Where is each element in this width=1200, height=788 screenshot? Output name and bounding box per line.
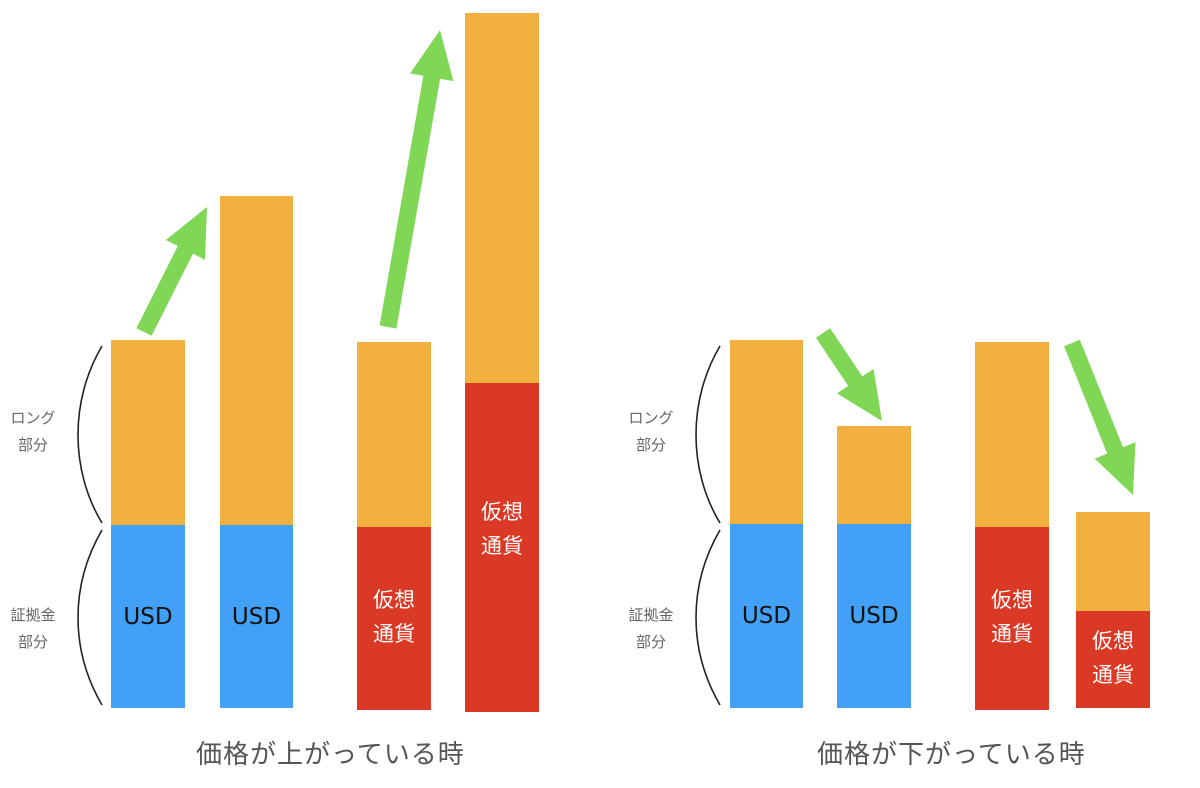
segment-label: USD [123,603,173,630]
margin-label-line2: 部分 [17,633,48,651]
crypto-margin-segment: 仮想 通貨 [357,527,431,710]
long-label-line1: ロング [10,409,56,427]
crypto-margin-segment: 仮想 通貨 [465,383,539,712]
segment-label: USD [741,603,792,629]
margin-part-label-right: 証拠金 部分 [621,602,681,656]
usd-margin-segment: USD [837,524,911,708]
long-part-label-right: ロング 部分 [621,405,681,459]
segment-label: 仮想 通貨 [481,500,523,558]
long-segment [357,342,431,527]
long-segment [975,342,1049,527]
long-segment [837,426,911,524]
usd-margin-segment: USD [730,524,803,708]
usd-margin-segment: USD [111,525,185,708]
arrow-down-icon [1064,339,1136,495]
long-label-line2: 部分 [635,436,666,454]
caption-price-down: 価格が下がっている時 [817,740,1086,770]
long-label-line2: 部分 [17,436,48,454]
long-segment [730,340,803,524]
margin-label-line1: 証拠金 [628,606,674,624]
long-segment [1076,512,1150,611]
margin-label-line2: 部分 [635,633,666,651]
arrow-up-icon [136,207,207,336]
usd-margin-segment: USD [220,525,293,708]
long-label-line1: ロング [628,409,674,427]
long-segment [465,13,539,383]
arrow-up-icon [379,30,454,329]
long-segment [111,340,185,525]
long-part-label-left: ロング 部分 [3,405,63,459]
segment-label: 仮想 通貨 [373,587,415,646]
segment-label: 仮想 通貨 [991,587,1033,646]
margin-label-line1: 証拠金 [10,606,56,624]
segment-label: 仮想 通貨 [1092,628,1134,687]
crypto-margin-segment: 仮想 通貨 [1076,611,1150,708]
long-segment [220,196,293,525]
arrow-down-icon [815,328,882,421]
segment-label: USD [231,603,282,630]
crypto-margin-segment: 仮想 通貨 [975,527,1049,710]
caption-price-up: 価格が上がっている時 [196,740,465,770]
margin-part-label-left: 証拠金 部分 [3,602,63,656]
segment-label: USD [849,603,899,629]
